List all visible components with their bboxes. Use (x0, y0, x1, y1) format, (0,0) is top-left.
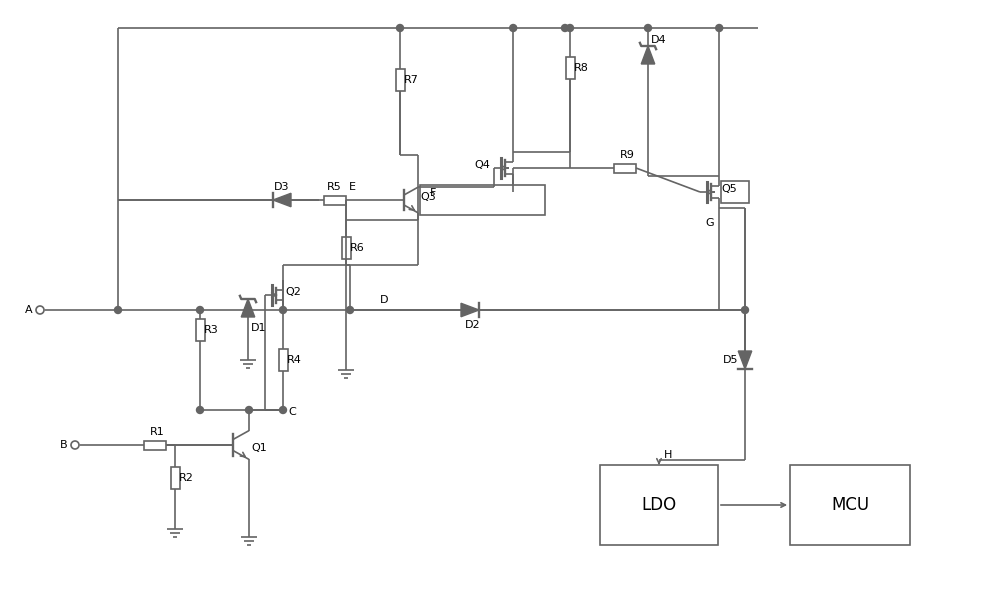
Circle shape (562, 24, 568, 32)
Bar (144, 441, 166, 450)
Text: R9: R9 (620, 150, 635, 160)
Text: D4: D4 (651, 35, 667, 45)
Text: Q4: Q4 (474, 160, 490, 170)
Text: B: B (60, 440, 68, 450)
Polygon shape (641, 46, 655, 64)
Text: R7: R7 (404, 75, 419, 85)
Text: Q3: Q3 (420, 192, 436, 202)
Text: R2: R2 (179, 473, 194, 483)
Text: H: H (664, 450, 672, 460)
Text: R3: R3 (204, 325, 219, 335)
Circle shape (196, 407, 204, 413)
Polygon shape (241, 299, 255, 317)
Text: D: D (380, 295, 388, 305)
Text: Q5: Q5 (721, 184, 737, 194)
Bar (324, 195, 346, 205)
Bar (600, 465, 718, 545)
Text: E: E (349, 182, 356, 192)
Text: D2: D2 (465, 320, 481, 330)
Polygon shape (273, 193, 291, 207)
Bar (790, 465, 910, 545)
Circle shape (71, 441, 79, 449)
Text: A: A (25, 305, 33, 315)
Circle shape (280, 407, 287, 413)
Circle shape (742, 307, 748, 313)
Polygon shape (461, 304, 479, 317)
Bar (721, 181, 749, 203)
Bar (278, 349, 288, 371)
Text: LDO: LDO (641, 496, 677, 514)
Text: D1: D1 (251, 323, 266, 333)
Text: R4: R4 (287, 355, 302, 365)
Circle shape (347, 307, 354, 313)
Bar (170, 467, 180, 489)
Text: F: F (430, 188, 436, 198)
Text: R5: R5 (327, 182, 342, 192)
Bar (342, 237, 351, 259)
Bar (566, 57, 574, 79)
Bar (196, 319, 205, 341)
Text: Q2: Q2 (285, 287, 301, 297)
Text: D5: D5 (723, 355, 738, 365)
Text: MCU: MCU (831, 496, 869, 514)
Polygon shape (738, 351, 752, 369)
Text: D3: D3 (274, 182, 290, 192)
Circle shape (716, 24, 723, 32)
Circle shape (36, 306, 44, 314)
Circle shape (644, 24, 652, 32)
Circle shape (510, 24, 517, 32)
Bar (396, 69, 404, 91)
Text: G: G (705, 218, 714, 228)
Circle shape (196, 307, 204, 313)
Circle shape (246, 407, 252, 413)
Circle shape (244, 307, 252, 313)
Text: R6: R6 (350, 243, 365, 253)
Circle shape (566, 24, 574, 32)
Circle shape (114, 307, 122, 313)
Text: C: C (288, 407, 296, 417)
Text: R1: R1 (150, 427, 165, 437)
Bar (420, 185, 545, 215)
Bar (614, 163, 636, 172)
Circle shape (280, 307, 287, 313)
Text: Q1: Q1 (251, 443, 267, 453)
Text: R8: R8 (574, 63, 589, 73)
Circle shape (396, 24, 404, 32)
